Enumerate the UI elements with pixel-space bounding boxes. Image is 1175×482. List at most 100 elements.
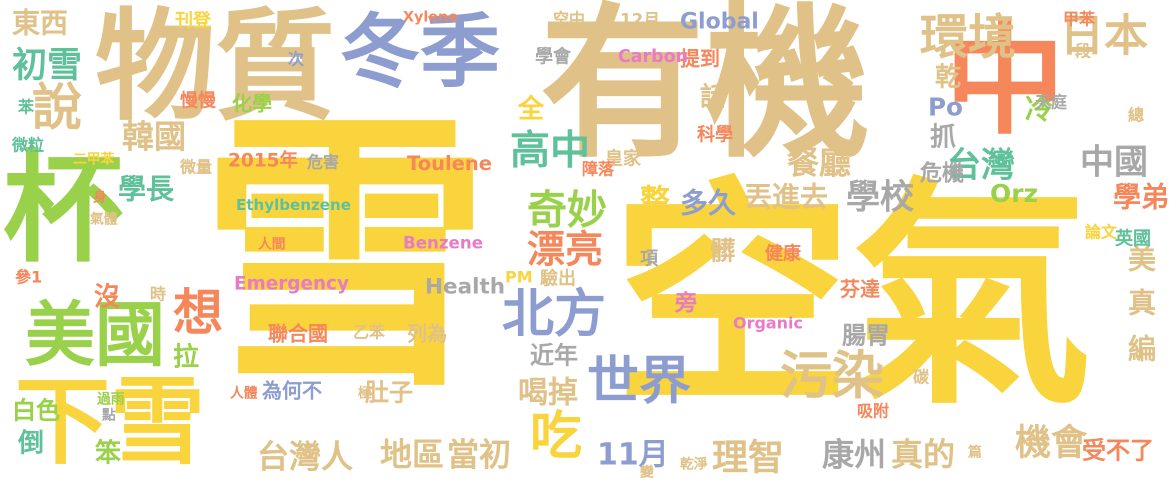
cloud-word: 人體	[230, 384, 258, 401]
cloud-word: 學弟	[1113, 181, 1170, 215]
cloud-word: 肚子	[365, 379, 414, 408]
cloud-word: 初雪	[12, 44, 82, 87]
cloud-word: Global	[680, 7, 759, 35]
cloud-word: 微粒	[12, 136, 45, 156]
cloud-word: 理智	[712, 436, 785, 480]
cloud-word: 12月	[620, 9, 661, 30]
cloud-word: 聯合國	[268, 322, 328, 347]
cloud-word: 時	[150, 285, 167, 305]
cloud-word: 抓	[930, 121, 956, 153]
cloud-word: 驗出	[540, 267, 577, 290]
cloud-word: 英國	[1115, 227, 1152, 250]
cloud-word: 杯	[3, 139, 123, 280]
cloud-word: 世界	[587, 350, 691, 412]
cloud-word: 科學	[697, 123, 734, 146]
cloud-word: 氣體	[90, 210, 118, 227]
cloud-word: 想	[173, 284, 223, 342]
cloud-word: Emergency	[234, 272, 349, 295]
cloud-word: 真	[1128, 287, 1157, 321]
cloud-word: Xylene	[403, 8, 458, 26]
cloud-word: 編	[1128, 333, 1157, 367]
cloud-word: 地區	[380, 436, 445, 475]
cloud-word: 變	[640, 463, 654, 480]
cloud-word: Organic	[733, 314, 803, 334]
cloud-word: 化學	[232, 92, 272, 117]
cloud-word: 乾	[935, 61, 961, 93]
cloud-word: 苯	[18, 98, 35, 118]
cloud-word: 危機	[920, 159, 964, 187]
cloud-word: Benzene	[403, 232, 483, 253]
cloud-word: 項	[640, 247, 659, 270]
cloud-word: 北方	[502, 283, 606, 345]
cloud-word: 倒	[18, 427, 44, 459]
cloud-word: 丟進去	[744, 181, 829, 215]
cloud-word: 當初	[447, 436, 512, 475]
cloud-word: 笨	[95, 437, 121, 469]
cloud-word: 總	[1128, 106, 1145, 126]
cloud-word: 中國	[1080, 141, 1149, 183]
cloud-word: 碳	[913, 368, 930, 388]
cloud-word: 吸附	[857, 402, 890, 422]
cloud-word: 奇妙	[527, 186, 608, 234]
cloud-word: 人間	[258, 235, 286, 252]
cloud-word: 餐廳	[787, 144, 852, 183]
cloud-word: Carbon	[618, 45, 688, 67]
cloud-word: 2015年	[228, 149, 299, 172]
cloud-word: 二甲苯	[73, 150, 115, 167]
cloud-word: 危害	[307, 153, 340, 173]
cloud-word: 天庭	[1035, 93, 1068, 113]
cloud-word: 皇家	[605, 147, 642, 170]
cloud-word: Health	[425, 272, 506, 299]
cloud-word: 學校	[846, 176, 915, 218]
cloud-word: 列為	[407, 322, 447, 347]
cloud-word: 康州	[822, 436, 887, 475]
cloud-word: Orz	[990, 180, 1039, 209]
cloud-word: 有機	[540, 0, 870, 181]
cloud-word: 點	[102, 406, 116, 423]
cloud-word: 學會	[535, 45, 572, 68]
cloud-word: 說	[32, 77, 83, 137]
cloud-word: 污染	[780, 345, 884, 407]
cloud-word: 東西	[12, 7, 69, 41]
cloud-word: 物質	[95, 0, 335, 138]
cloud-word: 美	[1128, 243, 1157, 277]
cloud-word: 環境	[920, 9, 1017, 66]
cloud-word: 近年	[530, 342, 579, 371]
cloud-word: 旁	[675, 289, 697, 317]
cloud-word: 微量	[180, 158, 213, 178]
cloud-word: 多久	[680, 187, 737, 221]
cloud-word: 髒	[710, 237, 736, 267]
cloud-word: 全	[518, 93, 544, 125]
cloud-word: 篇	[968, 443, 982, 460]
cloud-word: 為何不	[262, 379, 322, 404]
cloud-word: 障落	[582, 160, 615, 180]
cloud-word: Po	[928, 93, 963, 123]
cloud-word: 學長	[118, 173, 175, 207]
cloud-word: 真的	[891, 436, 956, 475]
cloud-word: Toulene	[407, 152, 492, 176]
cloud-word: PM	[505, 268, 533, 288]
cloud-word: 白色	[12, 397, 61, 426]
cloud-word: 拉	[173, 341, 199, 373]
cloud-word: 提到	[680, 47, 720, 72]
cloud-word: 甲苯	[1063, 10, 1096, 30]
cloud-word: 腸胃	[842, 322, 891, 351]
cloud-word: 高中	[510, 126, 591, 174]
cloud-word: 論文	[1085, 223, 1118, 243]
cloud-word: 乙苯	[353, 323, 386, 343]
cloud-word: 台灣	[947, 144, 1016, 186]
cloud-word: 慢慢	[180, 89, 217, 112]
cloud-word: 11月	[597, 436, 669, 473]
cloud-word: 台灣人	[257, 438, 354, 477]
cloud-word: 次	[288, 50, 305, 70]
cloud-word: 健康	[765, 242, 802, 265]
cloud-word: 參1	[15, 268, 43, 288]
cloud-word: 日本	[1060, 10, 1148, 62]
cloud-word: 刊登	[175, 9, 212, 32]
cloud-word: 吃	[530, 405, 583, 467]
cloud-word: 極	[358, 384, 372, 401]
cloud-word: 空氣	[612, 158, 1092, 438]
cloud-word: 受不了	[1082, 437, 1155, 466]
cloud-word: 空中	[553, 10, 586, 30]
